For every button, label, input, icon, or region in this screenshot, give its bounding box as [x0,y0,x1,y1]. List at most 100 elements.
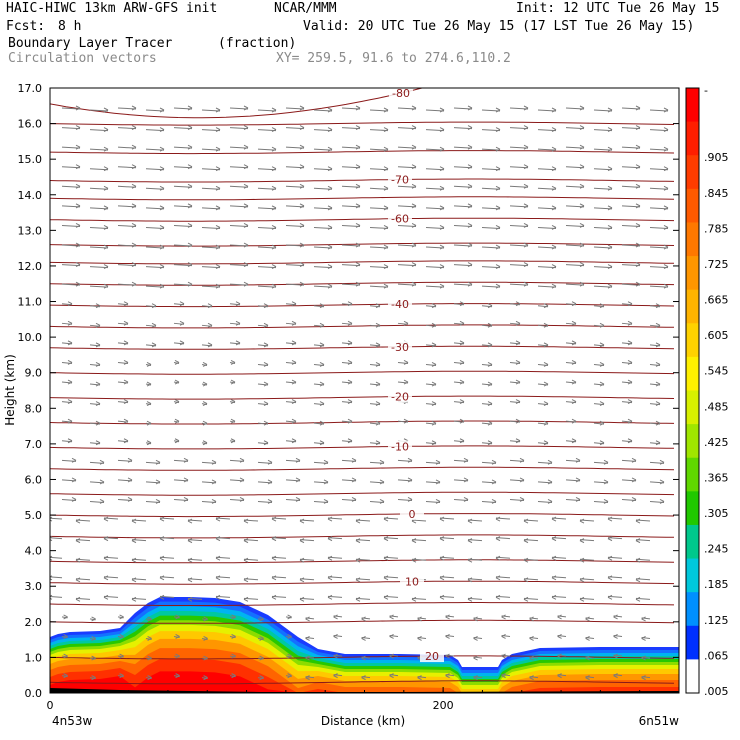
wind-vector [229,653,236,659]
wind-vector [313,303,325,309]
wind-vector [425,381,437,387]
wind-vector [481,303,493,309]
wind-vector [621,399,633,405]
wind-vector [453,281,473,287]
wind-vector [285,164,305,170]
y-tick-label: 0.0 [25,687,43,700]
wind-vector [369,420,381,426]
wind-vector [621,320,633,326]
wind-vector [173,262,193,268]
wind-vector [75,557,91,563]
wind-vector [481,479,497,485]
wind-vector [621,144,641,150]
wind-vector [257,401,269,407]
wind-vector [557,634,567,639]
wind-vector [243,577,259,583]
y-tick-label: 2.0 [25,616,43,629]
wind-vector [635,577,651,583]
wind-vector [117,183,137,189]
wind-vector [333,634,343,639]
colorbar-swatch [686,256,699,291]
wind-vector [257,381,269,387]
wind-vector [411,596,427,602]
wind-vector [369,479,385,485]
wind-vector [551,575,567,581]
wind-vector [445,673,455,679]
temperature-contour [50,513,675,518]
field-units: (fraction) [218,36,297,51]
wind-vector [229,399,236,405]
wind-vector [327,536,343,542]
wind-vector [425,401,437,407]
wind-vector [117,418,129,424]
wind-vector [397,144,417,150]
wind-vector [593,440,605,446]
wind-vector [481,420,493,426]
plot-frame [49,87,680,694]
temperature-contour [50,445,675,450]
wind-vector [509,399,521,405]
y-tick-label: 9.0 [25,367,43,380]
wind-vector [173,653,180,659]
wind-vector [201,420,208,426]
wind-vector [187,596,203,602]
colorbar-swatch [686,424,699,459]
right-endpoint-label: 6n51w [639,714,680,728]
wind-vector [369,342,381,348]
wind-vector [173,497,189,502]
wind-vector [425,264,445,270]
wind-vector [509,360,521,365]
wind-vector [201,675,208,681]
temperature-contour [50,619,675,624]
wind-vector [621,183,641,189]
wind-vector [537,127,557,133]
wind-vector [565,399,577,405]
temperature-contour [50,260,675,265]
wind-vector [215,575,231,581]
wind-vector [89,127,109,133]
temperature-contour [50,680,675,685]
wind-vector [187,577,203,583]
wind-vector [187,518,203,524]
wind-vector [257,224,277,230]
wind-vector [187,538,203,544]
wind-vector [117,203,137,209]
colorbar-label: .785 [704,222,729,235]
wind-vector [61,203,81,209]
colorbar-swatch [686,491,699,526]
wind-vector [145,440,152,446]
wind-vector [369,107,389,113]
wind-vector [61,222,81,228]
wind-vector [313,264,333,270]
wind-vector [285,105,305,111]
wind-vector [355,557,371,563]
wind-vector [649,264,669,270]
colorbar-label: .665 [704,294,729,307]
wind-vector [481,362,493,367]
temperature-contour [50,466,675,471]
wind-vector [229,477,245,483]
wind-vector [537,224,557,230]
wind-vector [501,634,511,639]
wind-vector [117,144,137,150]
wind-vector [341,340,353,346]
wind-vector [551,516,567,522]
model-title: HAIC-HIWC 13km ARW-GFS init [6,1,218,16]
wind-vector [89,322,101,328]
wind-vector [61,183,81,189]
wind-vector [565,457,581,463]
wind-vector [425,224,445,230]
wind-vector [201,459,217,465]
wind-vector [593,224,613,230]
wind-vector [509,320,521,326]
wind-vector [117,242,137,248]
wind-vector [313,224,333,230]
wind-vector [117,634,124,639]
wind-vector [481,264,501,270]
wind-vector [537,303,549,309]
wind-vector [649,205,669,211]
wind-vector [621,497,637,502]
wind-vector [299,518,315,524]
wind-vector [509,281,529,287]
wind-vector [341,438,353,444]
